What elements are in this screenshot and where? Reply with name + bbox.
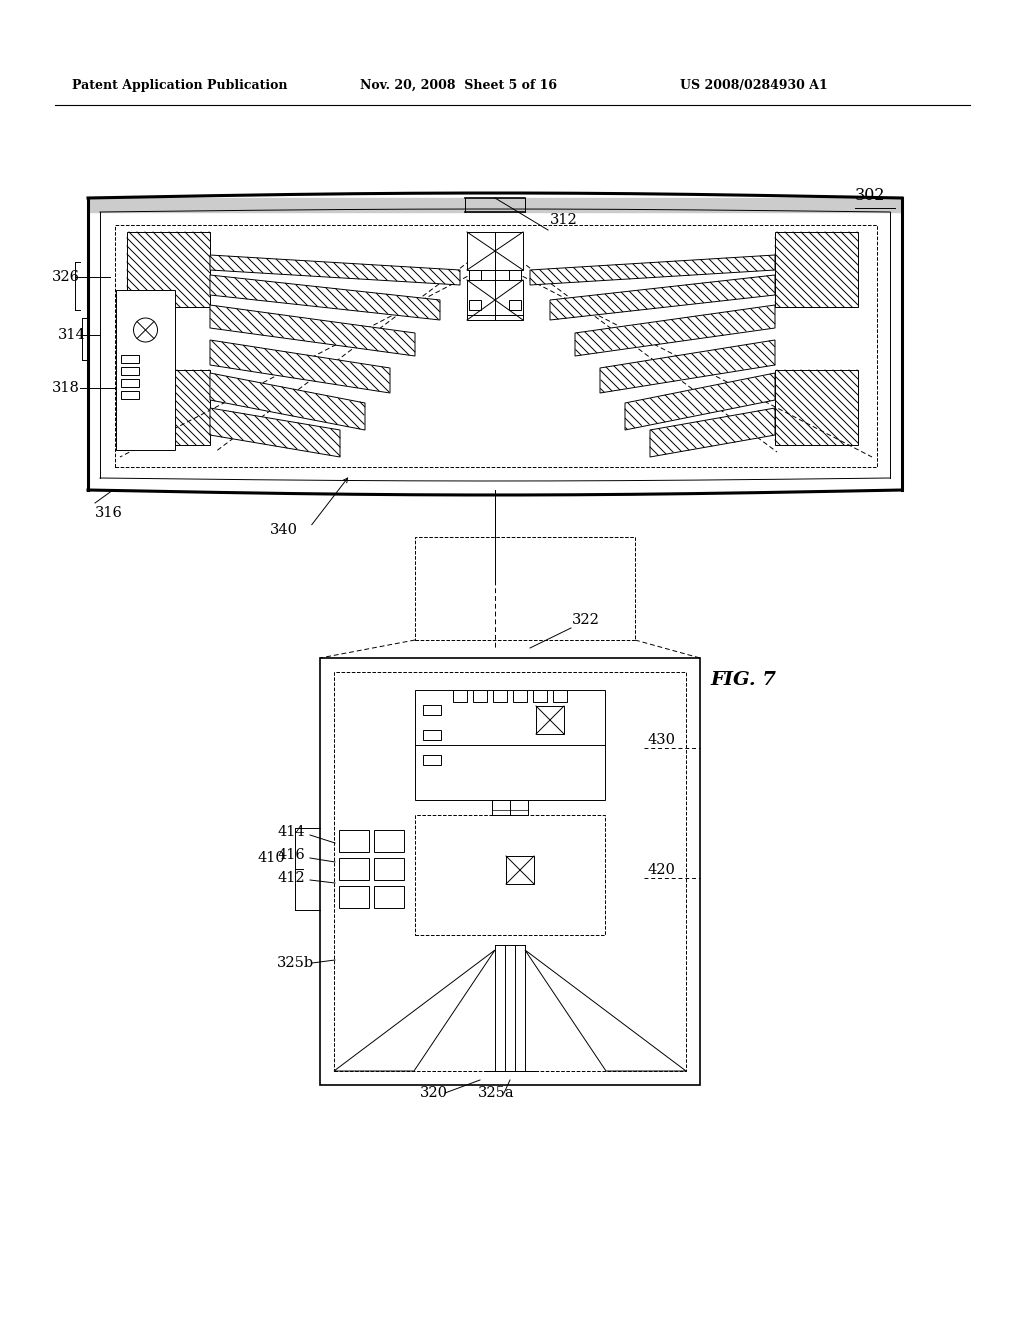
Bar (319, 657, 700, 1085)
Text: 420: 420 (647, 863, 675, 876)
Text: 325a: 325a (478, 1086, 515, 1100)
Bar (339, 858, 369, 880)
Text: 326: 326 (52, 271, 80, 284)
Polygon shape (530, 255, 775, 285)
Text: 320: 320 (420, 1086, 449, 1100)
Bar (423, 755, 441, 766)
Bar (775, 232, 858, 308)
Bar (467, 232, 523, 271)
Bar (469, 300, 481, 310)
Text: 316: 316 (95, 506, 123, 520)
Bar (536, 706, 564, 734)
Polygon shape (210, 341, 390, 393)
Bar (116, 290, 175, 450)
Bar (423, 730, 441, 741)
Polygon shape (600, 341, 775, 393)
Polygon shape (550, 275, 775, 319)
Bar (506, 855, 534, 884)
Bar (374, 886, 404, 908)
Bar (121, 355, 139, 363)
Polygon shape (210, 341, 390, 393)
Polygon shape (210, 305, 415, 356)
Bar (127, 232, 210, 308)
Bar (415, 690, 605, 800)
Bar (467, 280, 523, 319)
Bar (415, 814, 605, 935)
Bar (473, 690, 487, 702)
Polygon shape (210, 275, 440, 319)
Bar (513, 690, 527, 702)
Bar (493, 690, 507, 702)
Polygon shape (210, 255, 460, 285)
Polygon shape (600, 341, 775, 393)
Bar (115, 224, 877, 467)
Text: 318: 318 (52, 381, 80, 395)
Text: 325b: 325b (278, 956, 314, 970)
Bar (121, 391, 139, 399)
Text: 302: 302 (855, 186, 886, 203)
Text: FIG. 7: FIG. 7 (710, 671, 776, 689)
Bar (509, 300, 521, 310)
Polygon shape (210, 305, 415, 356)
Text: Nov. 20, 2008  Sheet 5 of 16: Nov. 20, 2008 Sheet 5 of 16 (360, 78, 557, 91)
Bar (374, 858, 404, 880)
Polygon shape (210, 275, 440, 319)
Bar (775, 370, 858, 445)
Polygon shape (210, 374, 365, 430)
Bar (415, 537, 635, 640)
Text: 430: 430 (647, 733, 675, 747)
Polygon shape (650, 408, 775, 457)
Text: 322: 322 (572, 612, 600, 627)
Text: 412: 412 (278, 871, 305, 884)
Polygon shape (334, 950, 495, 1071)
Polygon shape (210, 374, 365, 430)
Polygon shape (625, 374, 775, 430)
Polygon shape (210, 408, 340, 457)
Text: 416: 416 (278, 847, 306, 862)
Bar (121, 379, 139, 387)
Bar (127, 370, 210, 445)
Polygon shape (210, 255, 460, 285)
Text: US 2008/0284930 A1: US 2008/0284930 A1 (680, 78, 827, 91)
Polygon shape (575, 305, 775, 356)
Text: 410: 410 (258, 851, 286, 865)
Bar (509, 271, 521, 280)
Polygon shape (550, 275, 775, 319)
Text: Patent Application Publication: Patent Application Publication (72, 78, 288, 91)
Bar (339, 830, 369, 851)
Circle shape (133, 318, 158, 342)
Text: 314: 314 (58, 327, 86, 342)
Text: 312: 312 (550, 213, 578, 227)
Polygon shape (575, 305, 775, 356)
Bar (339, 886, 369, 908)
Bar (469, 271, 481, 280)
Polygon shape (530, 255, 775, 285)
Bar (423, 705, 441, 715)
Text: 340: 340 (270, 523, 298, 537)
Bar (492, 800, 528, 814)
Bar (374, 830, 404, 851)
Polygon shape (210, 408, 340, 457)
Polygon shape (625, 374, 775, 430)
Bar (453, 690, 467, 702)
Bar (121, 367, 139, 375)
Bar (534, 690, 547, 702)
Polygon shape (650, 408, 775, 457)
Text: 414: 414 (278, 825, 305, 840)
Bar (334, 672, 686, 1071)
Bar (553, 690, 567, 702)
Polygon shape (525, 950, 686, 1071)
